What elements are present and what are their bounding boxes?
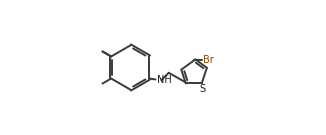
Text: NH: NH bbox=[157, 75, 172, 85]
Text: S: S bbox=[199, 85, 205, 94]
Text: Br: Br bbox=[203, 55, 214, 65]
